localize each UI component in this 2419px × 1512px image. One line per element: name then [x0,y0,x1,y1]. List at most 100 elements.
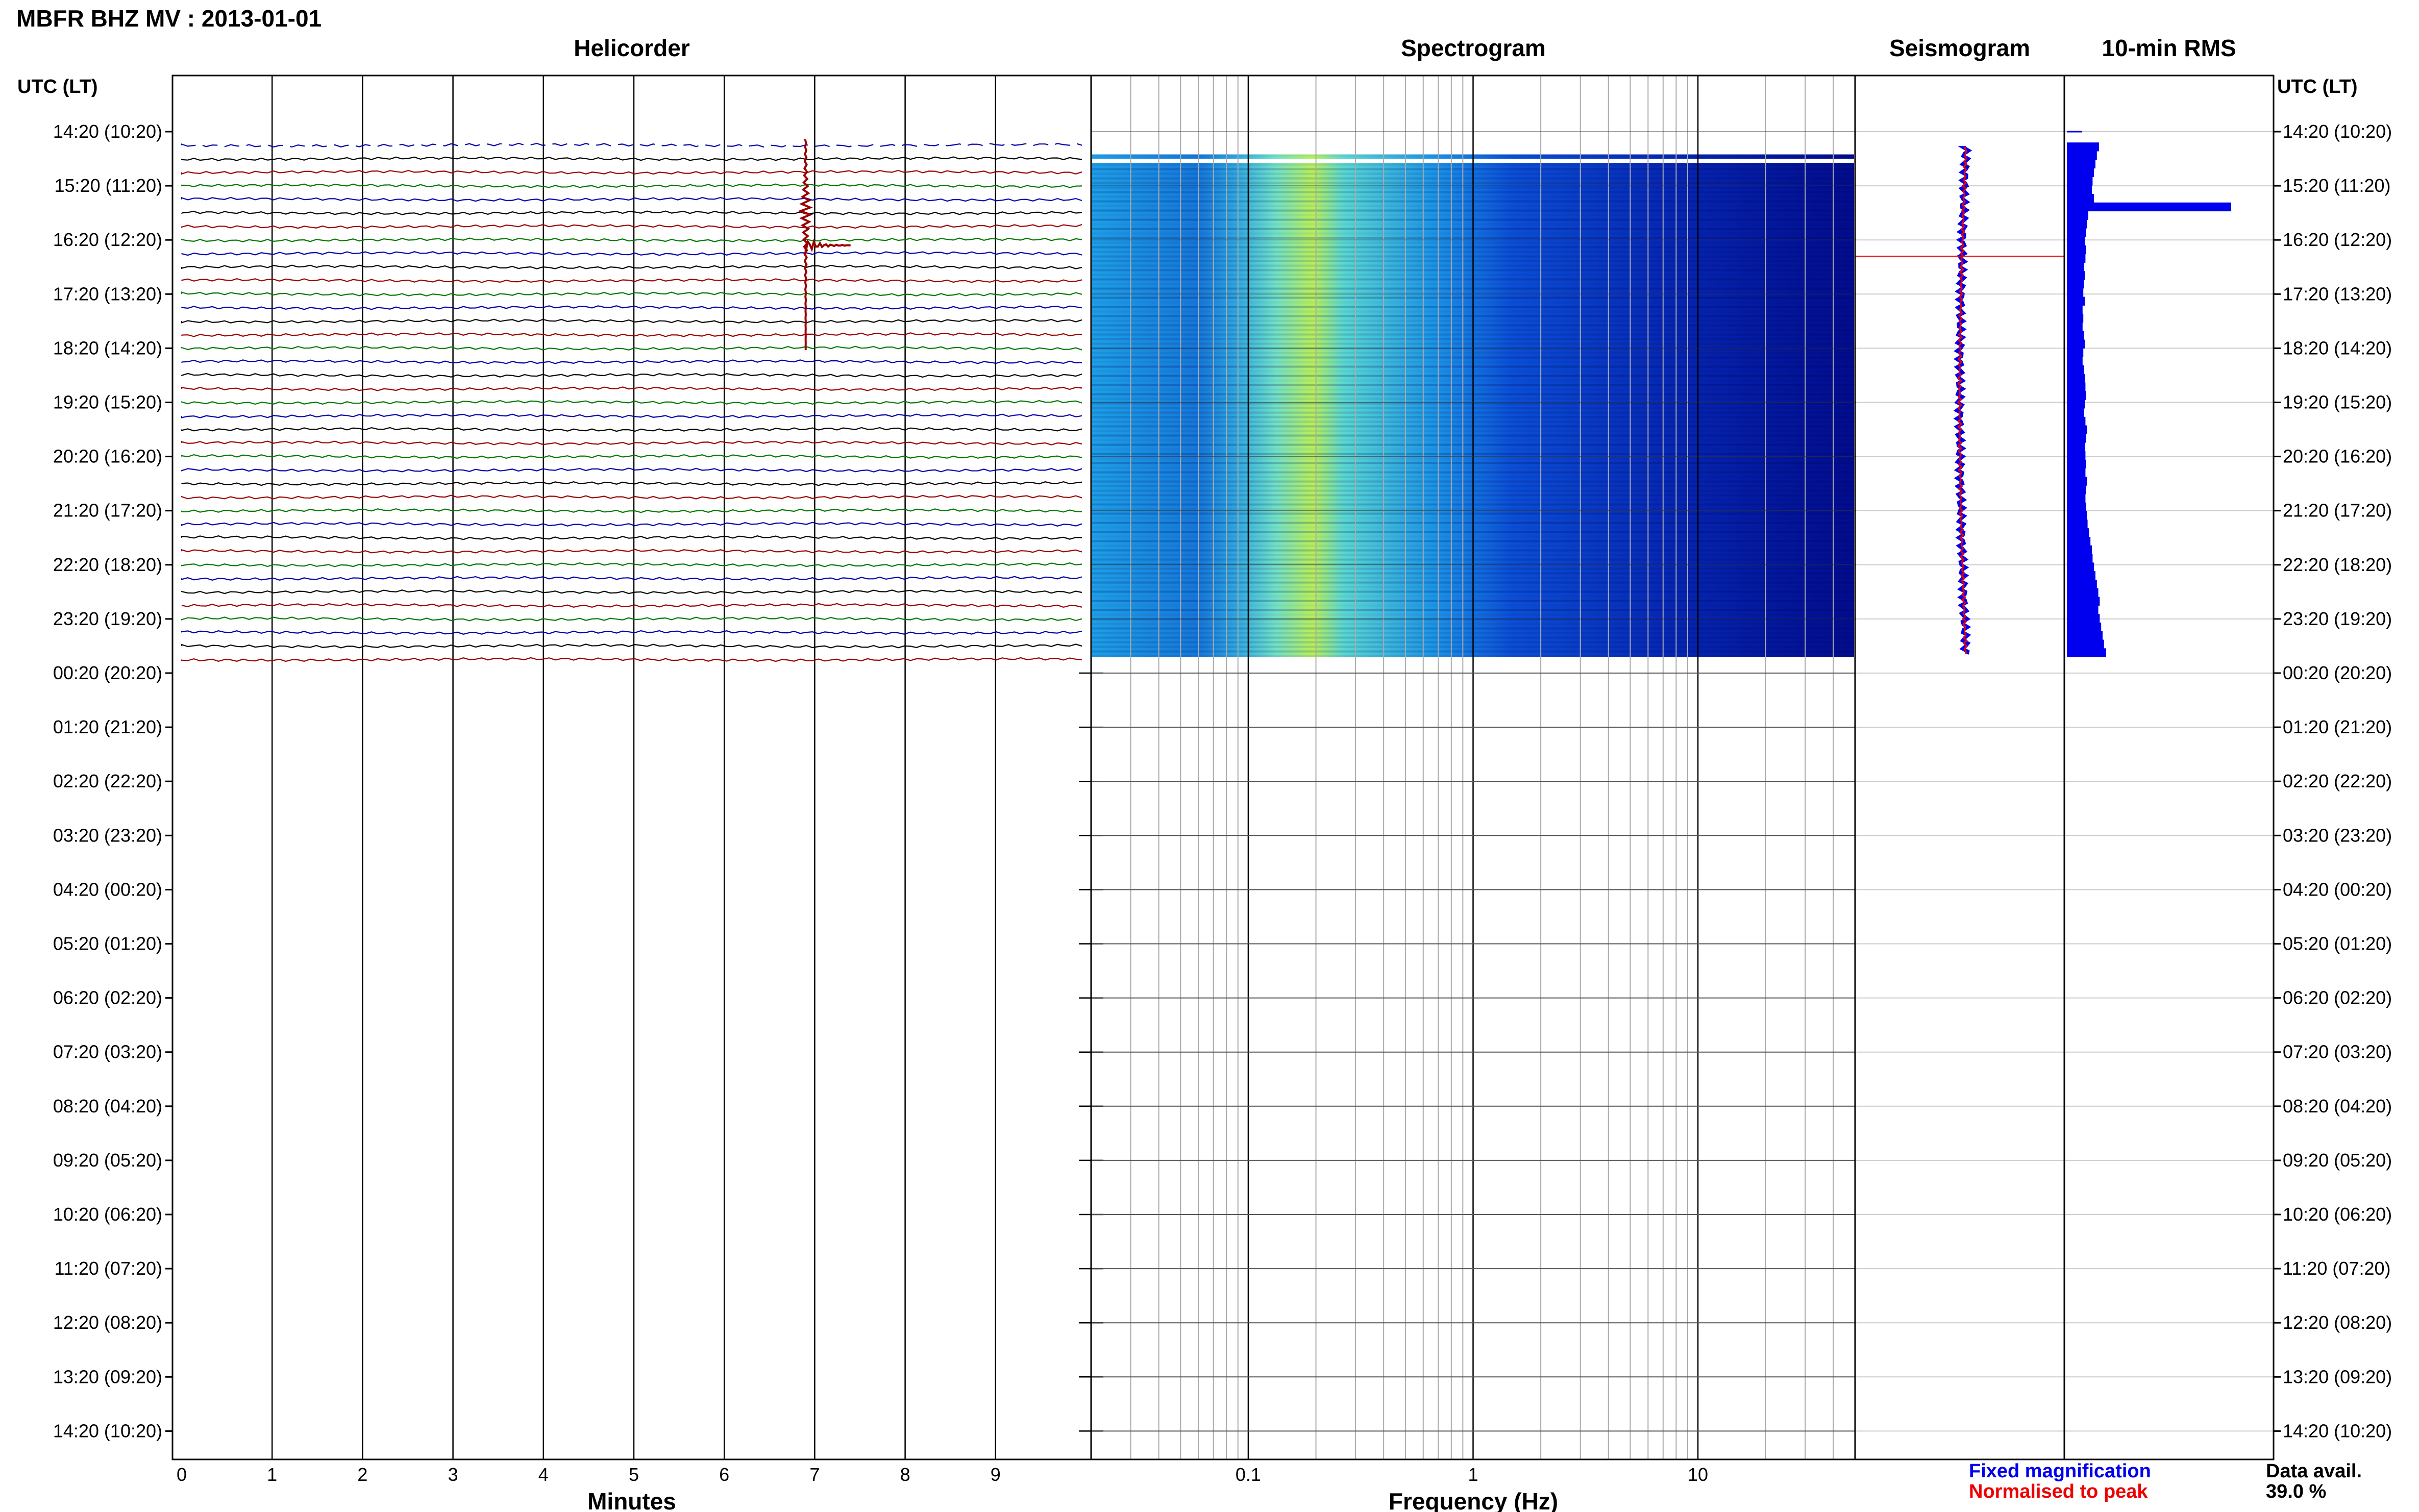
right-time-label: 12:20 (08:20) [2283,1312,2392,1333]
left-time-label: 07:20 (03:20) [53,1042,162,1062]
legend-normalised-to-peak: Normalised to peak [1969,1481,2148,1502]
rms-bar [2067,477,2087,486]
rms-bar [2067,382,2086,391]
left-time-label: 01:20 (21:20) [53,716,162,737]
left-time-label: 14:20 (10:20) [53,1420,162,1441]
right-time-label: 14:20 (10:20) [2283,121,2392,142]
rms-bar [2067,262,2084,271]
helicorder-trace [181,169,1082,175]
left-time-label: 14:20 (10:20) [53,121,162,142]
rms-bar [2067,339,2085,349]
rms-bar [2067,177,2093,186]
right-time-label: 22:20 (18:20) [2283,554,2392,575]
right-time-label: 04:20 (00:20) [2283,879,2392,900]
helicorder-event [797,138,813,351]
helicorder-trace [181,196,1082,202]
rms-bar [2067,511,2087,520]
right-time-label: 03:20 (23:20) [2283,825,2392,846]
rms-bar [2067,494,2086,503]
rms-bars [2067,131,2231,657]
helicorder-trace [181,183,1082,188]
minute-tick-label: 5 [629,1464,639,1485]
rms-bar [2067,639,2104,649]
helicorder-trace [181,251,1082,256]
right-time-label: 18:20 (14:20) [2283,337,2392,358]
minute-tick-label: 8 [900,1464,910,1485]
helicorder-trace [181,427,1082,432]
right-time-label: 07:20 (03:20) [2283,1042,2392,1062]
left-time-label: 13:20 (09:20) [53,1366,162,1387]
rms-bar [2067,562,2094,572]
rms-frame [2063,75,2275,1460]
time-labels: 14:20 (10:20) 14:20 (10:20) 15:20 (11:20) 1… [53,121,2392,1441]
helicorder-trace [181,576,1082,581]
rms-bar [2067,211,2088,220]
helicorder-trace [181,224,1082,229]
helicorder-trace [181,616,1082,622]
rms-bar [2067,459,2086,469]
helicorder-trace [181,630,1082,635]
helicorder-trace [181,386,1082,391]
data-availability-value: 39.0 % [2266,1481,2326,1502]
rms-bar [2067,357,2083,366]
rms-bar [2067,537,2091,546]
helicorder-trace [181,210,1082,215]
right-time-label: 08:20 (04:20) [2283,1096,2392,1117]
frequency-axis-label: Frequency (Hz) [1389,1488,1558,1512]
left-time-label: 03:20 (23:20) [53,825,162,846]
rms-bar [2067,519,2088,529]
rms-bar [2067,254,2086,263]
helicorder-trace [181,413,1082,418]
rms-bar [2067,314,2084,323]
rms-bar [2067,271,2085,280]
left-time-label: 22:20 (18:20) [53,554,162,575]
left-time-label: 15:20 (11:20) [55,175,162,196]
helicorder-trace [181,318,1082,324]
rms-bar [2067,502,2086,512]
rms-bar [2067,416,2086,426]
right-time-label: 02:20 (22:20) [2283,771,2392,791]
rms-bar [2067,623,2102,632]
right-time-label: 16:20 (12:20) [2283,229,2392,250]
rms-bar [2067,280,2084,289]
left-time-label: 21:20 (17:20) [53,500,162,521]
minute-tick-label: 0 [177,1464,187,1485]
rms-bar [2067,442,2085,452]
rms-bar [2067,580,2097,589]
rms-bar [2067,485,2086,494]
rms-bar [2067,237,2085,246]
rms-bar [2067,400,2085,409]
left-time-label: 19:20 (15:20) [53,392,162,413]
helicorder-trace [181,589,1082,594]
rms-bar [2067,451,2086,460]
left-time-label: 23:20 (19:20) [53,608,162,629]
minute-tick-label: 4 [538,1464,549,1485]
seismogram-normalised-trace [1957,147,1968,654]
helicorder-trace [181,562,1082,567]
right-time-label: 05:20 (01:20) [2283,933,2392,954]
helicorder-trace [181,237,1082,242]
left-time-label: 02:20 (22:20) [53,771,162,791]
helicorder-trace [181,535,1082,540]
rms-title: 10-min RMS [2102,35,2236,61]
rms-bar [2067,202,2231,212]
helicorder-trace [181,508,1082,513]
rms-bar [2067,348,2084,357]
minute-tick-label: 9 [991,1464,1001,1485]
left-time-label: 04:20 (00:20) [53,879,162,900]
left-time-label: 06:20 (02:20) [53,987,162,1008]
right-time-label: 19:20 (15:20) [2283,392,2392,413]
left-time-label: 18:20 (14:20) [53,337,162,358]
helicorder-trace [181,467,1082,473]
helicorder-trace [181,454,1082,459]
left-time-label: 10:20 (06:20) [53,1204,162,1225]
rms-bar [2067,391,2086,400]
right-time-label: 21:20 (17:20) [2283,500,2392,521]
rms-bar [2067,545,2092,555]
right-time-label: 10:20 (06:20) [2283,1204,2392,1225]
minute-tick-label: 1 [267,1464,277,1485]
right-axis-header: UTC (LT) [2277,76,2358,97]
rms-bar [2067,296,2085,306]
rms-bar [2067,588,2099,598]
rms-bar [2067,408,2084,417]
